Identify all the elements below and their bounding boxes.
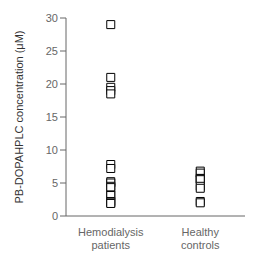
svg-text:20: 20 <box>46 78 58 90</box>
svg-text:PB-DOPAHPLC concentration (μM): PB-DOPAHPLC concentration (μM) <box>13 30 25 203</box>
svg-text:0: 0 <box>52 210 58 222</box>
svg-text:10: 10 <box>46 144 58 156</box>
svg-text:25: 25 <box>46 45 58 57</box>
svg-text:5: 5 <box>52 177 58 189</box>
svg-text:Healthycontrols: Healthycontrols <box>181 226 220 251</box>
svg-text:15: 15 <box>46 111 58 123</box>
svg-text:Hemodialysispatients: Hemodialysispatients <box>78 226 144 251</box>
svg-text:30: 30 <box>46 12 58 24</box>
